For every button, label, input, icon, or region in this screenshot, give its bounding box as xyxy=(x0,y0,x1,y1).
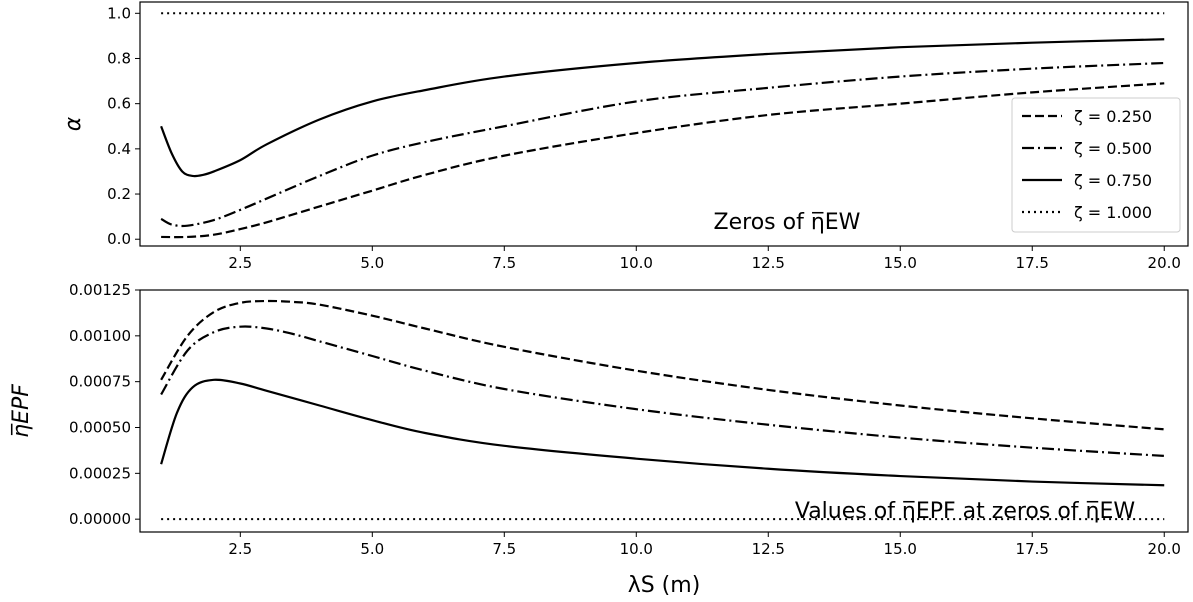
x-tick-label: 12.5 xyxy=(752,540,785,558)
y-tick-label: 0.4 xyxy=(107,140,131,158)
y-tick-label: 0.6 xyxy=(107,95,131,113)
x-tick-label: 5.0 xyxy=(360,254,384,272)
x-tick-label: 17.5 xyxy=(1016,254,1049,272)
y-tick-label: 0.00125 xyxy=(69,281,131,299)
series-line-2 xyxy=(160,61,1165,228)
x-tick-label: 15.0 xyxy=(884,254,917,272)
x-tick-label: 20.0 xyxy=(1148,254,1181,272)
y-tick-label: 0.00100 xyxy=(69,327,131,345)
y-tick-label: 0.00075 xyxy=(69,373,131,391)
series-line-3 xyxy=(160,38,1165,178)
x-axis-label: λS (m) xyxy=(628,573,701,598)
axes-frame xyxy=(139,1,1189,247)
x-tick-label: 7.5 xyxy=(492,254,516,272)
y-axis-label: η̅EPF xyxy=(9,384,34,438)
legend-box xyxy=(1011,97,1181,233)
chart-panel-1: 2.5 5.0 7.5 10.0 12.5 15.0 17.5 20.0 0.0 0.2 0.4 0.… xyxy=(61,1,1189,272)
x-tick-label: 12.5 xyxy=(752,254,785,272)
series-line-3 xyxy=(160,378,1165,487)
y-tick-label: 0.00050 xyxy=(69,419,131,437)
y-tick-label: 0.00025 xyxy=(69,464,131,482)
axes-frame xyxy=(139,289,1189,533)
series-line-2 xyxy=(160,325,1165,458)
x-tick-label: 20.0 xyxy=(1148,540,1181,558)
x-tick-label: 2.5 xyxy=(228,254,252,272)
x-tick-label: 7.5 xyxy=(492,540,516,558)
legend-entry: ζ = 0.250 xyxy=(1074,107,1152,126)
y-axis-label: α xyxy=(61,116,86,131)
y-tick-label: 0.2 xyxy=(107,185,131,203)
x-tick-label: 17.5 xyxy=(1016,540,1049,558)
x-tick-label: 15.0 xyxy=(884,540,917,558)
chart-panel-2: 2.5 5.0 7.5 10.0 12.5 15.0 17.5 20.0 0.00000 0.00… xyxy=(9,281,1189,598)
legend: ζ = 0.250 ζ = 0.500 ζ = 0.750 ζ = 1.000 xyxy=(1011,97,1181,233)
legend-entry: ζ = 0.750 xyxy=(1074,171,1152,190)
x-tick-label: 2.5 xyxy=(228,540,252,558)
x-tick-label: 10.0 xyxy=(620,540,653,558)
y-tick-label: 1.0 xyxy=(107,4,131,22)
series-line-1 xyxy=(160,299,1165,431)
series-line-1 xyxy=(161,82,1165,239)
x-tick-label: 5.0 xyxy=(360,540,384,558)
legend-entry: ζ = 1.000 xyxy=(1074,203,1152,222)
y-tick-label: 0.8 xyxy=(107,49,131,67)
annotation-text: Values of η̅EPF at zeros of η̅EW xyxy=(795,499,1136,524)
y-tick-label: 0.0 xyxy=(107,230,131,248)
annotation-text: Zeros of η̅EW xyxy=(714,210,861,235)
legend-entry: ζ = 0.500 xyxy=(1074,139,1152,158)
y-tick-label: 0.00000 xyxy=(69,510,131,528)
x-tick-label: 10.0 xyxy=(620,254,653,272)
